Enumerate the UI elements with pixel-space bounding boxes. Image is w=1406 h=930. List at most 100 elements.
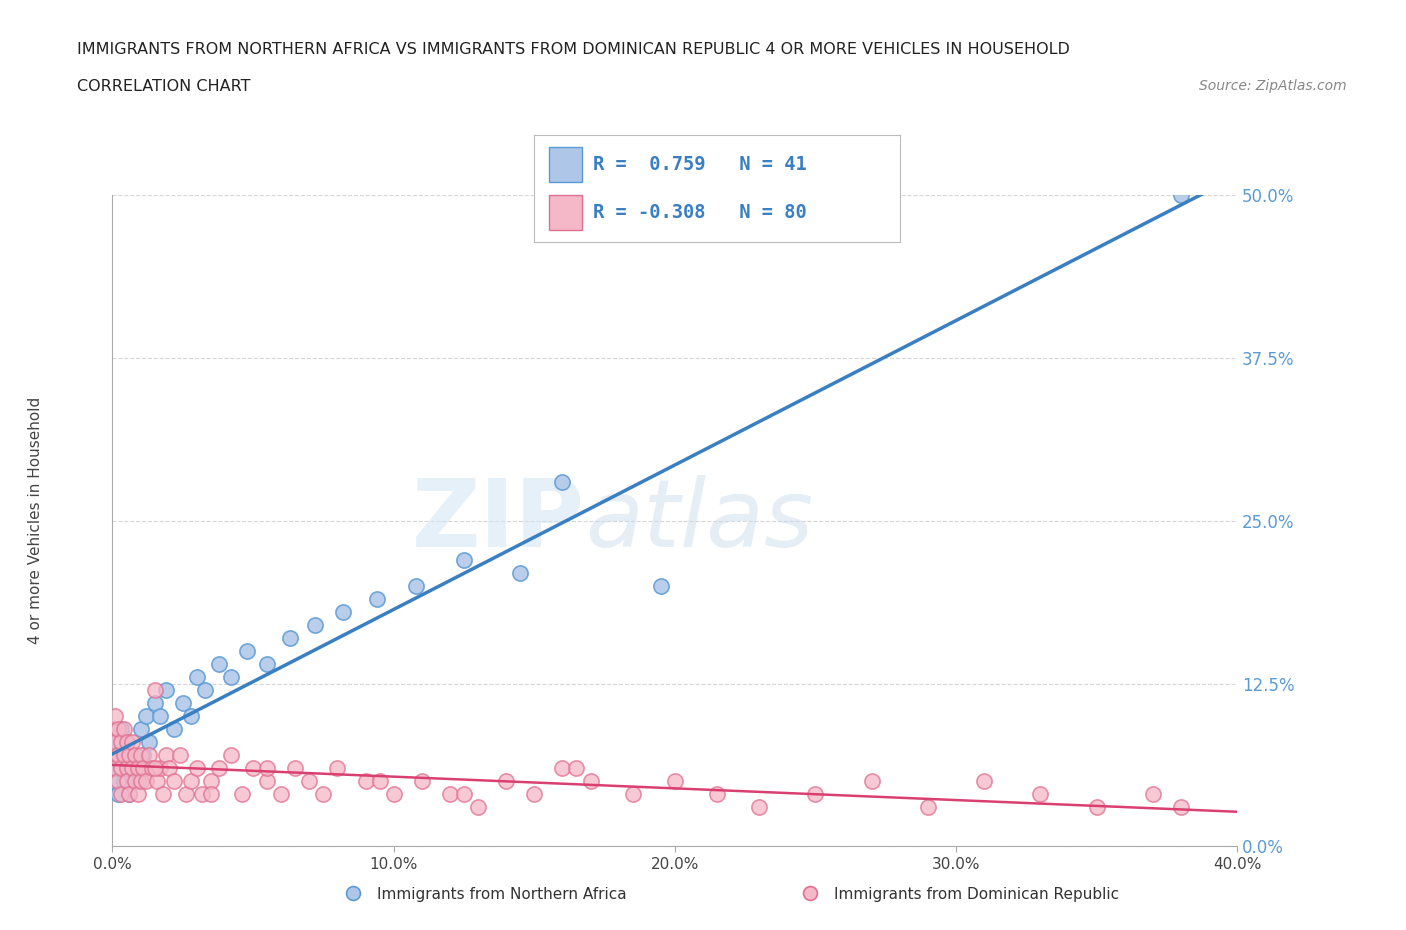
Point — [860, 774, 883, 789]
Point — [141, 761, 163, 776]
Point — [917, 800, 939, 815]
Point — [112, 748, 135, 763]
Point — [231, 787, 253, 802]
Text: Immigrants from Dominican Republic: Immigrants from Dominican Republic — [834, 887, 1119, 902]
Point — [298, 774, 321, 789]
Point — [650, 578, 672, 593]
Point — [110, 761, 132, 776]
Point — [143, 683, 166, 698]
Point — [208, 761, 231, 776]
Point — [118, 787, 141, 802]
Point — [368, 774, 391, 789]
Point — [804, 787, 827, 802]
Point — [523, 787, 546, 802]
Point — [1170, 188, 1192, 203]
Point — [332, 604, 354, 619]
Point — [169, 748, 191, 763]
Point — [112, 748, 135, 763]
Point — [135, 774, 157, 789]
Point — [115, 761, 138, 776]
Point — [621, 787, 644, 802]
Text: ZIP: ZIP — [412, 475, 585, 566]
Point — [256, 657, 278, 671]
Point — [973, 774, 995, 789]
Point — [121, 761, 143, 776]
Point — [110, 722, 132, 737]
Point — [127, 787, 149, 802]
Point — [129, 722, 152, 737]
Point — [411, 774, 433, 789]
Text: 4 or more Vehicles in Household: 4 or more Vehicles in Household — [28, 397, 42, 644]
Point — [146, 774, 169, 789]
Point — [149, 761, 172, 776]
Point — [107, 774, 129, 789]
Point — [104, 735, 127, 750]
Point — [163, 774, 186, 789]
Point — [236, 644, 259, 658]
Point — [124, 761, 146, 776]
Point — [256, 761, 278, 776]
Point — [304, 618, 326, 632]
Point — [107, 722, 129, 737]
Point — [121, 748, 143, 763]
Point — [172, 696, 194, 711]
Point — [104, 761, 127, 776]
Point — [107, 748, 129, 763]
Point — [1085, 800, 1108, 815]
Text: CORRELATION CHART: CORRELATION CHART — [77, 79, 250, 94]
Point — [127, 761, 149, 776]
Point — [115, 735, 138, 750]
Point — [101, 748, 124, 763]
Point — [118, 748, 141, 763]
Text: atlas: atlas — [585, 475, 813, 566]
Point — [180, 709, 202, 724]
Point — [1170, 800, 1192, 815]
Point — [115, 774, 138, 789]
Point — [186, 670, 208, 684]
Point — [121, 735, 143, 750]
Point — [439, 787, 461, 802]
Point — [467, 800, 489, 815]
Point — [706, 787, 728, 802]
Point — [112, 774, 135, 789]
Point — [132, 748, 155, 763]
Point — [115, 761, 138, 776]
Point — [326, 761, 349, 776]
Point — [799, 885, 821, 900]
Point — [143, 761, 166, 776]
Point — [101, 722, 124, 737]
Point — [124, 748, 146, 763]
Point — [495, 774, 517, 789]
Point — [104, 735, 127, 750]
Point — [129, 748, 152, 763]
Point — [101, 774, 124, 789]
Point — [208, 657, 231, 671]
Point — [509, 565, 531, 580]
Point — [112, 722, 135, 737]
Point — [284, 761, 307, 776]
Point — [129, 774, 152, 789]
Point — [1142, 787, 1164, 802]
Text: Source: ZipAtlas.com: Source: ZipAtlas.com — [1199, 79, 1347, 93]
Bar — [548, 194, 582, 230]
Point — [135, 709, 157, 724]
Point — [138, 735, 160, 750]
Point — [242, 761, 264, 776]
Point — [551, 474, 574, 489]
Point — [143, 696, 166, 711]
Point — [132, 761, 155, 776]
Point — [127, 774, 149, 789]
Point — [382, 787, 405, 802]
Point — [551, 761, 574, 776]
Point — [565, 761, 588, 776]
Point — [174, 787, 197, 802]
Point — [110, 787, 132, 802]
Point — [186, 761, 208, 776]
Point — [312, 787, 335, 802]
Point — [104, 761, 127, 776]
Point — [110, 761, 132, 776]
Point — [124, 774, 146, 789]
Point — [155, 748, 177, 763]
Point — [152, 787, 174, 802]
Point — [138, 748, 160, 763]
